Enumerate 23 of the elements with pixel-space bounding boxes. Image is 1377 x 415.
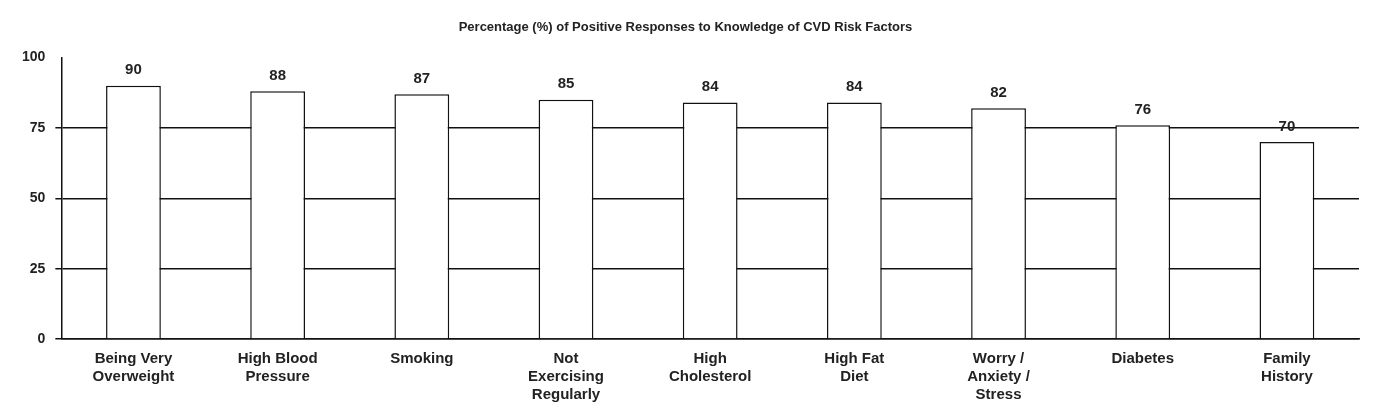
y-tick-label: 0 — [37, 329, 46, 346]
x-tick-label: Not Exercising Regularly — [528, 349, 604, 403]
x-tick-label: Smoking — [390, 349, 454, 367]
data-label: 84 — [701, 77, 720, 95]
x-tick-label: High Blood Pressure — [237, 349, 318, 385]
x-tick-label: High Fat Diet — [824, 349, 885, 385]
data-label: 87 — [413, 68, 431, 86]
y-tick-label: 75 — [29, 118, 46, 135]
data-label: 84 — [846, 77, 864, 95]
data-label: 90 — [125, 60, 142, 78]
data-label: 76 — [1134, 99, 1152, 117]
chart-title: Percentage (%) of Positive Responses to Knowledge of CVD Risk Factors — [458, 19, 913, 35]
x-tick-label: Diabetes — [1111, 349, 1174, 367]
y-tick-label: 50 — [29, 189, 46, 206]
x-tick-label: High Cholesterol — [668, 349, 752, 385]
x-tick-label: Being Very Overweight — [92, 349, 175, 385]
y-tick-label: 100 — [22, 48, 46, 65]
data-label: 88 — [269, 66, 286, 84]
data-label: 82 — [990, 82, 1007, 100]
y-tick-label: 25 — [29, 259, 46, 276]
x-tick-label: Worry / Anxiety / Stress — [967, 349, 1031, 403]
x-tick-label: Family History — [1261, 349, 1314, 385]
data-label: 85 — [557, 74, 575, 92]
